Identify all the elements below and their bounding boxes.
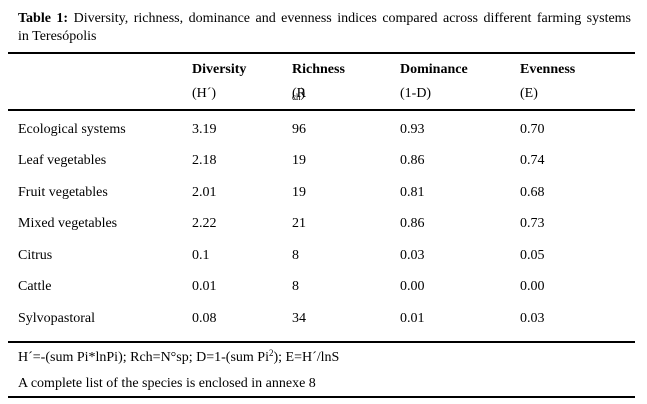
cell-value: 3.19	[192, 122, 217, 137]
column-header-evenness: Evenness	[520, 62, 576, 77]
table-caption-line2: in Teresópolis	[18, 29, 97, 44]
cell-value: 8	[292, 279, 299, 294]
table-caption-text: Diversity, richness, dominance and evenn…	[73, 11, 632, 26]
table-caption: Table 1: Diversity, richness, dominance …	[18, 10, 631, 46]
cell-value: 8	[292, 248, 299, 263]
column-header-diversity: Diversity	[192, 62, 247, 77]
table-row: Sylvopastoral 0.08 34 0.01 0.03	[0, 310, 647, 327]
row-label: Leaf vegetables	[18, 153, 107, 168]
cell-value: 0.81	[400, 185, 425, 200]
table-rule-bottom	[8, 396, 635, 398]
table-rule-under-header	[8, 109, 635, 111]
table-row: Citrus 0.1 8 0.03 0.05	[0, 247, 647, 264]
table-header-symbols-row: (H´) (R ch) (1-D) (E)	[192, 86, 538, 102]
table-caption-line1: Table 1: Diversity, richness, dominance …	[18, 10, 631, 28]
cell-value: 19	[292, 153, 306, 168]
table-row: Fruit vegetables 2.01 19 0.81 0.68	[0, 184, 647, 201]
row-label: Fruit vegetables	[18, 185, 108, 200]
cell-value: 0.86	[400, 153, 425, 168]
row-label: Citrus	[18, 248, 53, 263]
column-header-richness: Richness	[292, 62, 345, 77]
cell-value: 0.68	[520, 185, 545, 200]
footnote-formulas: H´=-(sum Pi*lnPi); Rch=N°sp; D=1-(sum Pi…	[18, 348, 340, 366]
cell-value: 0.70	[520, 122, 545, 137]
cell-value: 21	[292, 216, 306, 231]
cell-value: 0.05	[520, 248, 545, 263]
cell-value: 34	[292, 311, 306, 326]
table-row: Cattle 0.01 8 0.00 0.00	[0, 278, 647, 295]
cell-value: 19	[292, 185, 306, 200]
table-rule-top	[8, 52, 635, 54]
superscript-2: 2	[268, 348, 274, 358]
row-label: Mixed vegetables	[18, 216, 118, 231]
cell-value: 96	[292, 122, 306, 137]
column-header-dominance: Dominance	[400, 62, 468, 77]
cell-value: 0.00	[400, 279, 425, 294]
cell-value: 0.00	[520, 279, 545, 294]
table-caption-number: Table 1:	[18, 11, 69, 26]
cell-value: 0.73	[520, 216, 545, 231]
cell-value: 0.1	[192, 248, 210, 263]
cell-value: 2.22	[192, 216, 217, 231]
table-row: Leaf vegetables 2.18 19 0.86 0.74	[0, 152, 647, 169]
cell-value: 0.08	[192, 311, 217, 326]
row-label: Sylvopastoral	[18, 311, 95, 326]
cell-value: 0.01	[400, 311, 425, 326]
cell-value: 0.03	[400, 248, 425, 263]
cell-value: 2.18	[192, 153, 217, 168]
cell-value: 0.74	[520, 153, 545, 168]
table-row: Ecological systems 3.19 96 0.93 0.70	[0, 121, 647, 138]
column-symbol-richness: (R ch)	[292, 86, 306, 102]
cell-value: 0.03	[520, 311, 545, 326]
table-header-row: Diversity Richness Dominance Evenness	[0, 61, 647, 78]
cell-value: 2.01	[192, 185, 217, 200]
table-rule-under-body	[8, 341, 635, 343]
footnote-species-list: A complete list of the species is enclos…	[18, 376, 316, 391]
cell-value: 0.93	[400, 122, 425, 137]
row-label: Cattle	[18, 279, 52, 294]
cell-value: 0.01	[192, 279, 217, 294]
table-row: Mixed vegetables 2.22 21 0.86 0.73	[0, 215, 647, 232]
cell-value: 0.86	[400, 216, 425, 231]
row-label: Ecological systems	[18, 122, 126, 137]
